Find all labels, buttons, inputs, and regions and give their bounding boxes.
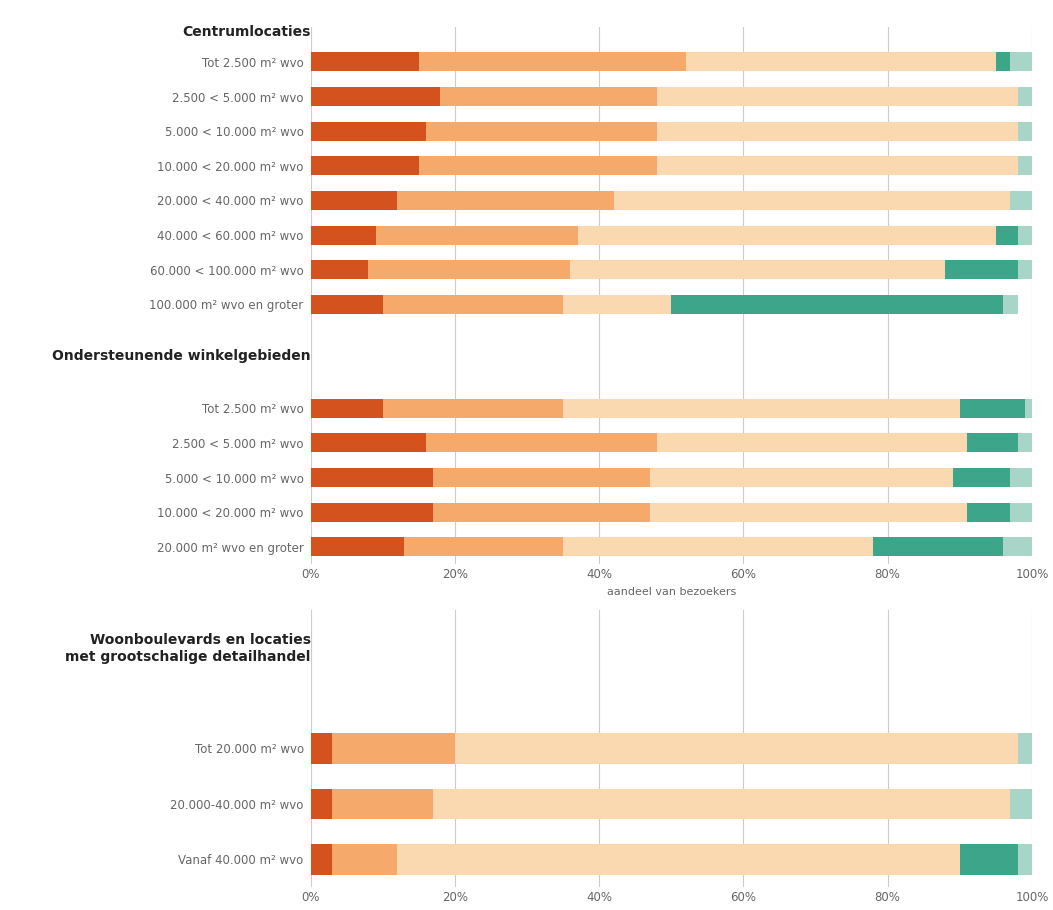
Bar [1010,789,1032,819]
Bar [1017,122,1032,141]
Bar [563,295,672,314]
Bar [1017,157,1032,176]
Bar [397,844,960,875]
Bar [1004,537,1032,556]
Bar [967,502,1010,521]
Bar [311,226,376,245]
Bar [311,191,397,210]
Bar [996,53,1010,72]
Bar [419,157,657,176]
Bar [311,502,433,521]
Bar [967,433,1017,452]
Bar [440,87,657,106]
Bar [1010,468,1032,487]
Bar [1017,433,1032,452]
Bar [333,789,433,819]
Bar [686,53,996,72]
Bar [426,122,657,141]
Bar [577,226,996,245]
Bar [1017,260,1032,279]
Bar [311,122,426,141]
Bar [873,537,1004,556]
Bar [397,191,614,210]
Bar [1010,53,1032,72]
Bar [433,789,1010,819]
Bar [1025,399,1032,418]
Bar [433,468,650,487]
Bar [657,87,1017,106]
Bar [563,537,873,556]
Bar [311,260,369,279]
Bar [1004,295,1017,314]
Bar [614,191,1010,210]
Bar [383,295,563,314]
Text: Woonboulevards en locaties
met grootschalige detailhandel: Woonboulevards en locaties met grootscha… [65,633,311,663]
Bar [1010,502,1032,521]
Bar [960,844,1017,875]
Bar [657,157,1017,176]
Bar [311,433,426,452]
Bar [1010,191,1032,210]
Bar [946,260,1017,279]
Bar [311,295,383,314]
X-axis label: aandeel van bezoekers: aandeel van bezoekers [607,587,736,597]
Bar [455,733,1017,763]
Bar [996,226,1017,245]
Bar [311,53,419,72]
Bar [426,433,657,452]
Text: Ondersteunende winkelgebieden: Ondersteunende winkelgebieden [52,349,311,363]
Bar [1017,87,1032,106]
Bar [563,399,960,418]
Bar [311,733,333,763]
Bar [311,157,419,176]
Bar [311,789,333,819]
Bar [672,295,1004,314]
Bar [311,87,440,106]
Bar [419,53,686,72]
Bar [650,502,967,521]
Bar [571,260,946,279]
Bar [311,537,404,556]
Bar [369,260,571,279]
Bar [1017,226,1032,245]
Bar [953,468,1010,487]
Bar [311,844,333,875]
Bar [311,399,383,418]
Bar [960,399,1025,418]
Bar [333,844,397,875]
Bar [333,733,455,763]
Bar [1017,844,1032,875]
Text: Centrumlocaties: Centrumlocaties [182,25,311,39]
Bar [376,226,577,245]
Bar [383,399,563,418]
Bar [404,537,563,556]
Bar [657,433,967,452]
Bar [1017,733,1032,763]
Bar [433,502,650,521]
Bar [650,468,953,487]
Bar [311,468,433,487]
Bar [657,122,1017,141]
